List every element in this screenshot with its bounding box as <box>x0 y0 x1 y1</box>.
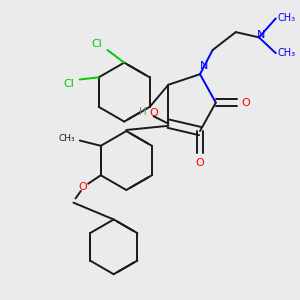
Text: Cl: Cl <box>64 79 75 89</box>
Text: CH₃: CH₃ <box>277 48 296 58</box>
Text: N: N <box>257 30 265 40</box>
Text: CH₃: CH₃ <box>277 14 296 23</box>
Text: O: O <box>196 158 204 168</box>
Text: H: H <box>139 107 147 117</box>
Text: N: N <box>200 61 208 71</box>
Text: O: O <box>149 108 158 118</box>
Text: O: O <box>241 98 250 108</box>
Text: CH₃: CH₃ <box>59 134 75 143</box>
Text: Cl: Cl <box>92 39 102 49</box>
Text: O: O <box>79 182 87 192</box>
